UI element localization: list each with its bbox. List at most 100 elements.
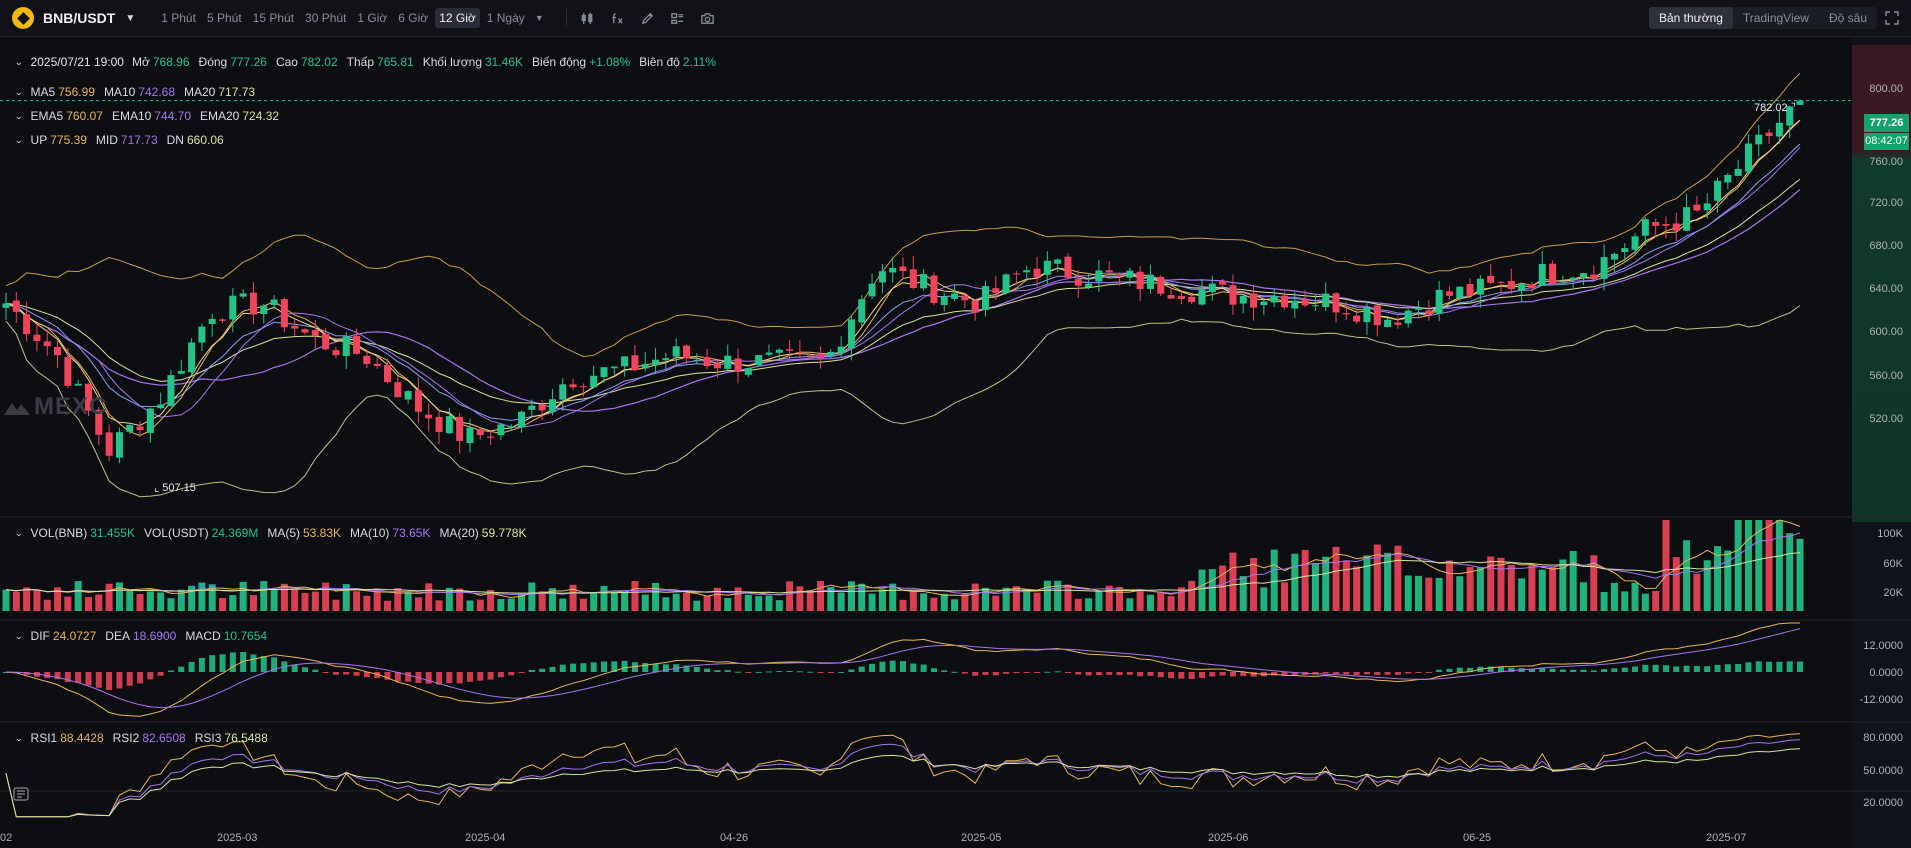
candle-body — [1054, 259, 1062, 264]
macd-histogram-bar — [229, 652, 236, 672]
candle-body — [1415, 307, 1423, 310]
candle-body — [548, 399, 556, 412]
rsi-legend: ⌄ RSI1 88.4428 RSI2 82.6508 RSI3 76.5488 — [14, 731, 277, 745]
volume-bar — [332, 599, 340, 611]
dif-line — [5, 622, 1800, 717]
collapse-chevron-icon[interactable]: ⌄ — [14, 527, 24, 538]
interval-dropdown-icon[interactable]: ▼ — [534, 13, 544, 23]
macd-histogram-bar — [796, 671, 803, 673]
volume-bar — [239, 581, 247, 611]
view-tab[interactable]: TradingView — [1742, 11, 1809, 25]
candle-body — [33, 334, 41, 342]
macd-histogram-bar — [1219, 672, 1226, 676]
settings-icon[interactable] — [13, 787, 29, 801]
candle-body — [208, 318, 216, 324]
volume-bar — [445, 587, 453, 611]
candle-type-icon[interactable] — [580, 10, 596, 26]
collapse-chevron-icon[interactable]: ⌄ — [14, 86, 24, 97]
volume-bar — [84, 596, 92, 611]
candle-body — [1693, 204, 1701, 211]
candle-body — [662, 358, 670, 361]
candle-body — [1590, 274, 1598, 279]
collapse-chevron-icon[interactable]: ⌄ — [14, 110, 24, 121]
interval-option[interactable]: 1 Giờ — [357, 11, 388, 25]
interval-option[interactable]: 30 Phút — [305, 11, 347, 25]
candle-body — [961, 295, 969, 301]
price-axis-label: 760.00 — [1869, 156, 1903, 168]
macd-histogram-bar — [332, 672, 339, 675]
draw-icon[interactable] — [640, 10, 656, 26]
candle-body — [1621, 248, 1629, 252]
symbol-dropdown-icon[interactable]: ▼ — [125, 12, 136, 24]
symbol-name[interactable]: BNB/USDT — [43, 10, 116, 26]
volume-bar — [1260, 587, 1268, 611]
candle-body — [414, 390, 422, 412]
candle-body — [1775, 122, 1783, 137]
macd-histogram-bar — [920, 664, 927, 672]
open-label: Mở — [131, 55, 150, 69]
macd-histogram-bar — [724, 670, 731, 672]
volume-bar — [724, 598, 732, 611]
time-axis-label: 02 — [0, 832, 13, 844]
boll-dn-label: DN — [166, 133, 184, 147]
candle-body — [404, 391, 412, 400]
fullscreen-icon[interactable] — [1885, 11, 1899, 25]
layout-icon[interactable] — [670, 10, 686, 26]
macd-histogram-bar — [167, 670, 174, 672]
volume-bar — [1373, 544, 1381, 611]
volume-bar — [1714, 546, 1722, 611]
candle-body — [353, 335, 361, 354]
macd-histogram-bar — [570, 663, 577, 672]
macd-histogram-bar — [539, 668, 546, 672]
macd-histogram-bar — [1642, 664, 1649, 672]
macd-histogram-bar — [1436, 669, 1443, 672]
volume-bar — [43, 599, 51, 611]
volume-bar — [1064, 584, 1072, 611]
collapse-chevron-icon[interactable]: ⌄ — [14, 56, 24, 67]
macd-histogram-bar — [23, 672, 30, 675]
indicator-icon[interactable] — [610, 10, 626, 26]
camera-icon[interactable] — [700, 10, 716, 26]
candle-body — [744, 368, 752, 375]
candle-body — [84, 383, 92, 411]
macd-histogram-bar — [1405, 672, 1412, 674]
view-tab[interactable]: Bản thường — [1648, 7, 1733, 29]
amplitude-label: Biên độ — [639, 55, 680, 69]
interval-option[interactable]: 1 Phút — [161, 11, 196, 25]
volume-bar — [157, 592, 165, 611]
collapse-chevron-icon[interactable]: ⌄ — [14, 630, 24, 641]
macd-legend: ⌄ DIF 24.0727 DEA 18.6900 MACD 10.7654 — [14, 629, 276, 643]
high-value: 782.02 — [300, 55, 338, 69]
price-chart[interactable] — [0, 37, 1911, 848]
volume-bar — [1157, 592, 1165, 611]
volume-bar — [1250, 557, 1258, 611]
collapse-chevron-icon[interactable]: ⌄ — [14, 732, 24, 743]
candle-body — [930, 275, 938, 303]
volume-bar — [476, 599, 484, 611]
view-mode-tabs: Bản thường TradingView Độ sâu — [1648, 7, 1877, 29]
view-tab[interactable]: Độ sâu — [1828, 11, 1867, 25]
macd-histogram-bar — [1425, 672, 1432, 673]
interval-option[interactable]: 1 Ngày — [486, 11, 525, 25]
interval-option[interactable]: 15 Phút — [252, 11, 295, 25]
macd-histogram-bar — [405, 672, 412, 682]
macd-histogram-bar — [827, 672, 834, 673]
volume-bar — [1435, 577, 1443, 611]
volume-bar — [1363, 555, 1371, 611]
volume-bar — [33, 590, 41, 611]
macd-histogram-bar — [1044, 671, 1051, 673]
macd-histogram-bar — [126, 672, 133, 686]
interval-option[interactable]: 6 Giờ — [398, 11, 429, 25]
macd-histogram-bar — [1652, 664, 1659, 672]
volume-bar — [507, 598, 515, 611]
candle-body — [971, 300, 979, 313]
collapse-chevron-icon[interactable]: ⌄ — [14, 134, 24, 145]
interval-option[interactable]: 12 Giờ — [435, 8, 480, 28]
candle-body — [1146, 274, 1154, 290]
interval-option[interactable]: 5 Phút — [206, 11, 242, 25]
macd-histogram-bar — [44, 672, 51, 679]
volume-bar — [1188, 580, 1196, 611]
candle-body — [146, 408, 154, 433]
macd-histogram-bar — [1075, 672, 1082, 675]
volume-bar — [1796, 538, 1804, 611]
